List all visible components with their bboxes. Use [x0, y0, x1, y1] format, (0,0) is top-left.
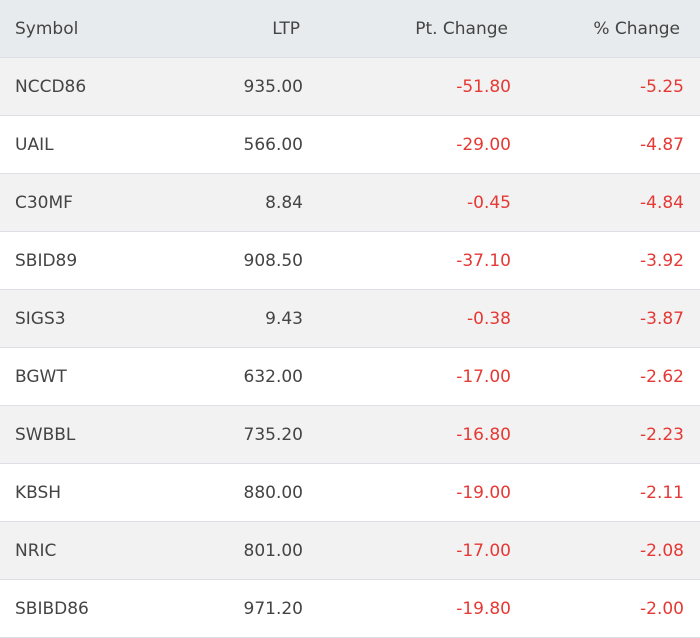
pt-change-cell: -17.00 — [303, 347, 511, 406]
ltp-cell: 9.43 — [180, 289, 303, 348]
symbol-cell: SWBBL — [0, 405, 180, 464]
pct-change-cell: -3.92 — [511, 231, 700, 290]
header-ltp[interactable]: LTP — [180, 0, 303, 58]
pt-change-cell: -51.80 — [303, 57, 511, 116]
pt-change-cell: -29.00 — [303, 115, 511, 174]
symbol-cell: UAIL — [0, 115, 180, 174]
ltp-cell: 801.00 — [180, 521, 303, 580]
pct-change-cell: -4.84 — [511, 173, 700, 232]
table-header: Symbol LTP Pt. Change % Change — [0, 0, 700, 58]
pct-change-cell: -5.25 — [511, 57, 700, 116]
symbol-cell: NRIC — [0, 521, 180, 580]
symbol-cell: SIGS3 — [0, 289, 180, 348]
table-row[interactable]: SIGS3 9.43 -0.38 -3.87 — [0, 289, 700, 348]
symbol-cell: BGWT — [0, 347, 180, 406]
table-row[interactable]: SBID89 908.50 -37.10 -3.92 — [0, 231, 700, 290]
ltp-cell: 8.84 — [180, 173, 303, 232]
pct-change-cell: -2.23 — [511, 405, 700, 464]
ltp-cell: 735.20 — [180, 405, 303, 464]
symbol-cell: NCCD86 — [0, 57, 180, 116]
ltp-cell: 566.00 — [180, 115, 303, 174]
pt-change-cell: -0.38 — [303, 289, 511, 348]
header-symbol[interactable]: Symbol — [0, 0, 180, 58]
ltp-cell: 908.50 — [180, 231, 303, 290]
pt-change-cell: -17.00 — [303, 521, 511, 580]
table-row[interactable]: KBSH 880.00 -19.00 -2.11 — [0, 463, 700, 522]
pct-change-cell: -2.08 — [511, 521, 700, 580]
pt-change-cell: -19.80 — [303, 579, 511, 638]
pt-change-cell: -16.80 — [303, 405, 511, 464]
table-row[interactable]: NRIC 801.00 -17.00 -2.08 — [0, 521, 700, 580]
table-row[interactable]: SBIBD86 971.20 -19.80 -2.00 — [0, 579, 700, 638]
pt-change-cell: -19.00 — [303, 463, 511, 522]
symbol-cell: SBIBD86 — [0, 579, 180, 638]
pct-change-cell: -2.62 — [511, 347, 700, 406]
ltp-cell: 971.20 — [180, 579, 303, 638]
table-row[interactable]: C30MF 8.84 -0.45 -4.84 — [0, 173, 700, 232]
pt-change-cell: -0.45 — [303, 173, 511, 232]
pct-change-cell: -4.87 — [511, 115, 700, 174]
symbol-cell: SBID89 — [0, 231, 180, 290]
table-row[interactable]: UAIL 566.00 -29.00 -4.87 — [0, 115, 700, 174]
ltp-cell: 632.00 — [180, 347, 303, 406]
pct-change-cell: -2.11 — [511, 463, 700, 522]
symbol-cell: KBSH — [0, 463, 180, 522]
ltp-cell: 880.00 — [180, 463, 303, 522]
table-row[interactable]: NCCD86 935.00 -51.80 -5.25 — [0, 57, 700, 116]
table-row[interactable]: BGWT 632.00 -17.00 -2.62 — [0, 347, 700, 406]
table-row[interactable]: SWBBL 735.20 -16.80 -2.23 — [0, 405, 700, 464]
header-pt-change[interactable]: Pt. Change — [303, 0, 511, 58]
pct-change-cell: -2.00 — [511, 579, 700, 638]
ltp-cell: 935.00 — [180, 57, 303, 116]
symbol-cell: C30MF — [0, 173, 180, 232]
header-pct-change[interactable]: % Change — [511, 0, 700, 58]
pct-change-cell: -3.87 — [511, 289, 700, 348]
pt-change-cell: -37.10 — [303, 231, 511, 290]
